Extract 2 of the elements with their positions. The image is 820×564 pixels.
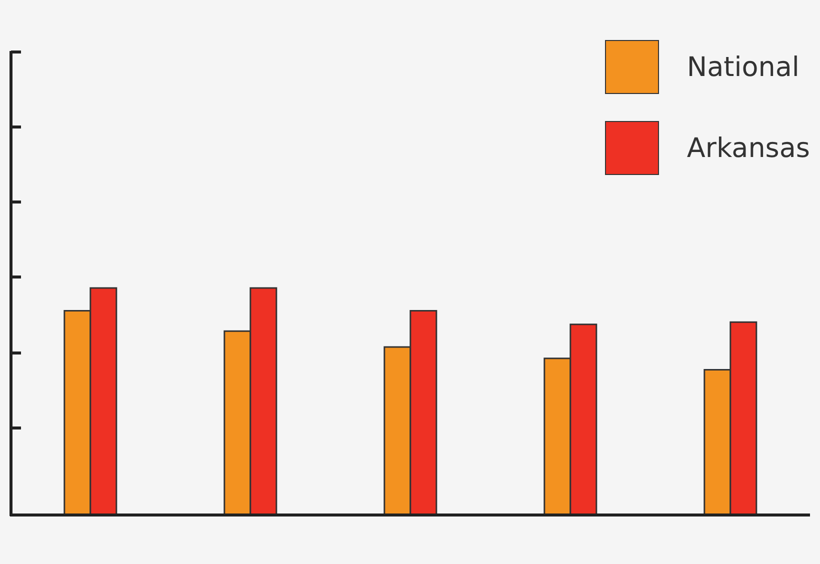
legend-label: National <box>686 52 800 82</box>
legend-label: Arkansas <box>686 132 810 164</box>
